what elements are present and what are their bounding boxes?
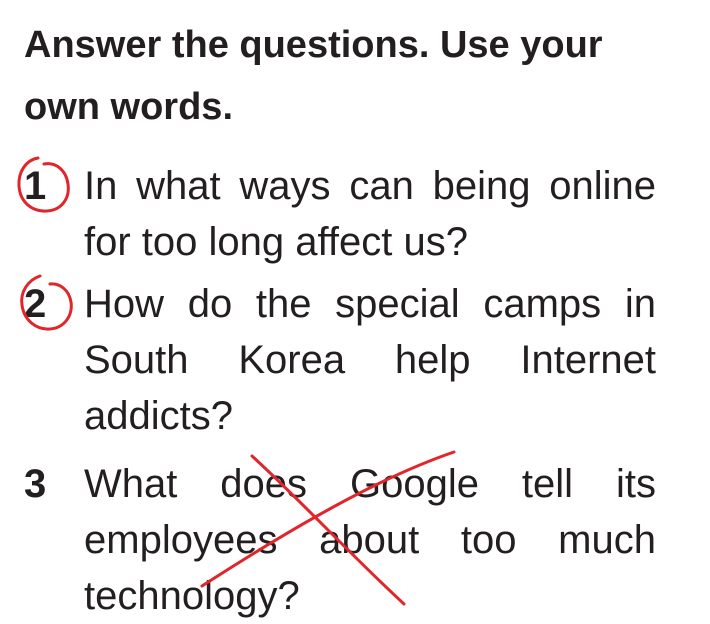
question-text: How do the special camps in South Korea …	[84, 282, 656, 438]
page-heading: Answer the questions. Use your own words…	[24, 24, 603, 128]
question-text: What does Google tell its employees abou…	[84, 462, 656, 618]
question-number: 2	[24, 282, 47, 326]
question-number: 1	[24, 164, 47, 208]
question-number: 3	[24, 462, 47, 506]
question-text: In what ways can being online for too lo…	[84, 164, 656, 264]
